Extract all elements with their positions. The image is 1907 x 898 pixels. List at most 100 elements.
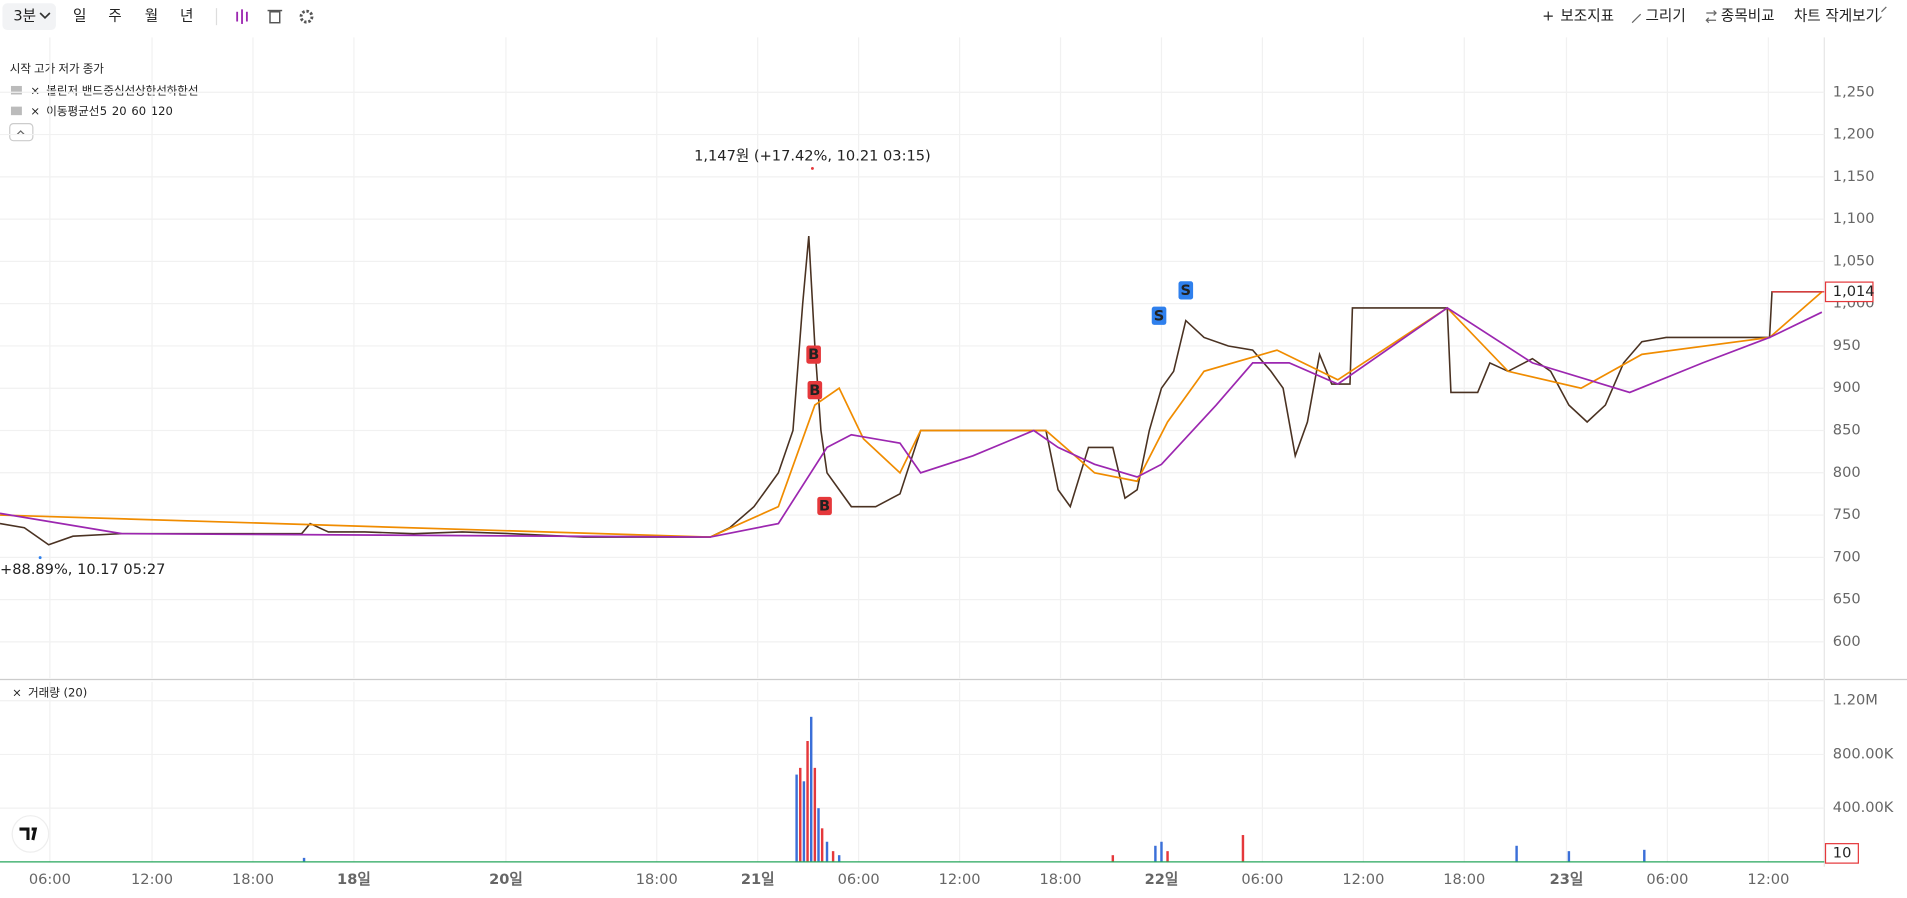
chevron [39, 12, 51, 20]
trade-marker [1178, 281, 1194, 300]
trade-marker-label: B [809, 382, 820, 399]
last-price-box [1824, 281, 1874, 303]
legend-ohlc: 고가 [34, 61, 56, 75]
action[interactable]: 그리기 [1646, 8, 1686, 25]
x-tick-label: 18:00 [1443, 871, 1485, 888]
logo[interactable] [11, 815, 50, 853]
y-tick-label: 1,100 [1833, 210, 1875, 227]
legend-item: 120 [151, 104, 173, 118]
logo-mark [19, 827, 38, 841]
y-tick-label: 950 [1833, 337, 1861, 354]
compare-icon [1705, 10, 1717, 24]
legend-item: 5 [100, 104, 107, 118]
volume-bar [817, 808, 820, 862]
y-tick-label: 750 [1833, 506, 1861, 523]
x-tick-label: 18일 [337, 871, 371, 888]
action[interactable]: 종목비교 [1721, 8, 1775, 25]
volume-bar [1166, 851, 1169, 862]
y-tick-label: 1,150 [1833, 168, 1875, 185]
y-tick-label: 800.00K [1833, 745, 1894, 762]
x-tick-label: 22일 [1145, 871, 1179, 888]
y-tick-label: 1,050 [1833, 252, 1875, 269]
y-tick-label: 900 [1833, 379, 1861, 396]
series-line [0, 306, 1823, 538]
annotation: 1,147원 (+17.42%, 10.21 03:15) [694, 147, 931, 164]
volume-bar [820, 828, 824, 862]
legend-item: 60 [131, 104, 146, 118]
x-tick-label: 23일 [1550, 871, 1584, 888]
legend-name: 이동평균선 [46, 104, 99, 118]
volume-bar [302, 857, 306, 862]
period[interactable]: 월 [145, 8, 158, 25]
x-tick-label: 18:00 [636, 871, 678, 888]
series-line [0, 291, 1823, 538]
collapse-icon [16, 130, 25, 136]
x-tick-label: 21일 [741, 871, 775, 888]
legend-name: 볼린저 밴드 [46, 83, 103, 97]
close-icon[interactable]: × [12, 685, 22, 699]
volume-bar [1567, 851, 1571, 862]
trade-marker [807, 381, 823, 400]
x-tick-label: 06:00 [29, 871, 71, 888]
volume-bar [1154, 845, 1157, 862]
y-tick-label: 1,200 [1833, 126, 1875, 143]
volume-title: 거래량 (20) [28, 685, 87, 699]
action[interactable]: 보조지표 [1560, 8, 1614, 25]
interval-button[interactable] [2, 3, 56, 31]
trade-marker-label: B [808, 346, 819, 363]
x-tick-label: 12:00 [131, 871, 173, 888]
close-icon[interactable]: × [30, 104, 40, 118]
legend-item: 하한선 [167, 83, 199, 97]
period[interactable]: 년 [180, 8, 193, 25]
action[interactable]: 차트 작게보기 [1794, 8, 1879, 25]
legend-ohlc: 시작 [10, 61, 32, 75]
y-tick-label: 1,250 [1833, 83, 1875, 100]
legend-ohlc: 저가 [58, 61, 80, 75]
period[interactable]: 주 [108, 8, 121, 25]
volume-bar [806, 741, 809, 862]
trade-marker-label: S [1181, 282, 1192, 299]
last-volume: 10 [1833, 844, 1852, 861]
x-tick-label: 12:00 [939, 871, 981, 888]
y-tick-label: 400.00K [1833, 799, 1894, 816]
x-tick-label: 06:00 [838, 871, 880, 888]
volume-bar [1160, 841, 1163, 862]
trade-marker [1151, 306, 1167, 325]
x-tick-label: 20일 [489, 871, 523, 888]
plus-icon: + [1542, 8, 1554, 25]
volume-bar [813, 767, 817, 862]
volume-bar [802, 781, 806, 862]
legend-item: 중심선 [103, 83, 135, 97]
eye-icon[interactable] [10, 85, 22, 95]
x-tick-label: 12:00 [1747, 871, 1789, 888]
y-tick-label: 650 [1833, 591, 1861, 608]
volume-bar [1111, 855, 1115, 862]
close-icon[interactable]: × [30, 83, 40, 97]
y-tick-label: 800 [1833, 464, 1861, 481]
last-price: 1,014 [1833, 283, 1875, 300]
x-tick-label: 12:00 [1342, 871, 1384, 888]
x-tick-label: 18:00 [232, 871, 274, 888]
volume-bar [809, 716, 813, 862]
annotation: +88.89%, 10.17 05:27 [0, 561, 165, 578]
y-tick-label: 850 [1833, 422, 1861, 439]
y-tick-label: 600 [1833, 633, 1861, 650]
period[interactable]: 일 [73, 8, 86, 25]
last-volume-box [1824, 843, 1859, 864]
eye-icon[interactable] [10, 106, 22, 116]
legend-item: 20 [112, 104, 127, 118]
interval[interactable]: 3분 [13, 8, 36, 25]
volume-bar [1643, 849, 1646, 862]
volume-bar [795, 774, 798, 862]
shrink-icon [1876, 6, 1887, 22]
x-tick-label: 06:00 [1241, 871, 1283, 888]
volume-bar [837, 855, 841, 862]
trade-marker-label: B [819, 498, 830, 515]
candle-icon[interactable] [236, 9, 248, 24]
trade-marker [806, 345, 821, 364]
draw-icon [1631, 13, 1642, 24]
trade-marker [817, 496, 832, 516]
y-tick-label: 700 [1833, 548, 1861, 565]
trash-icon[interactable] [267, 9, 283, 24]
